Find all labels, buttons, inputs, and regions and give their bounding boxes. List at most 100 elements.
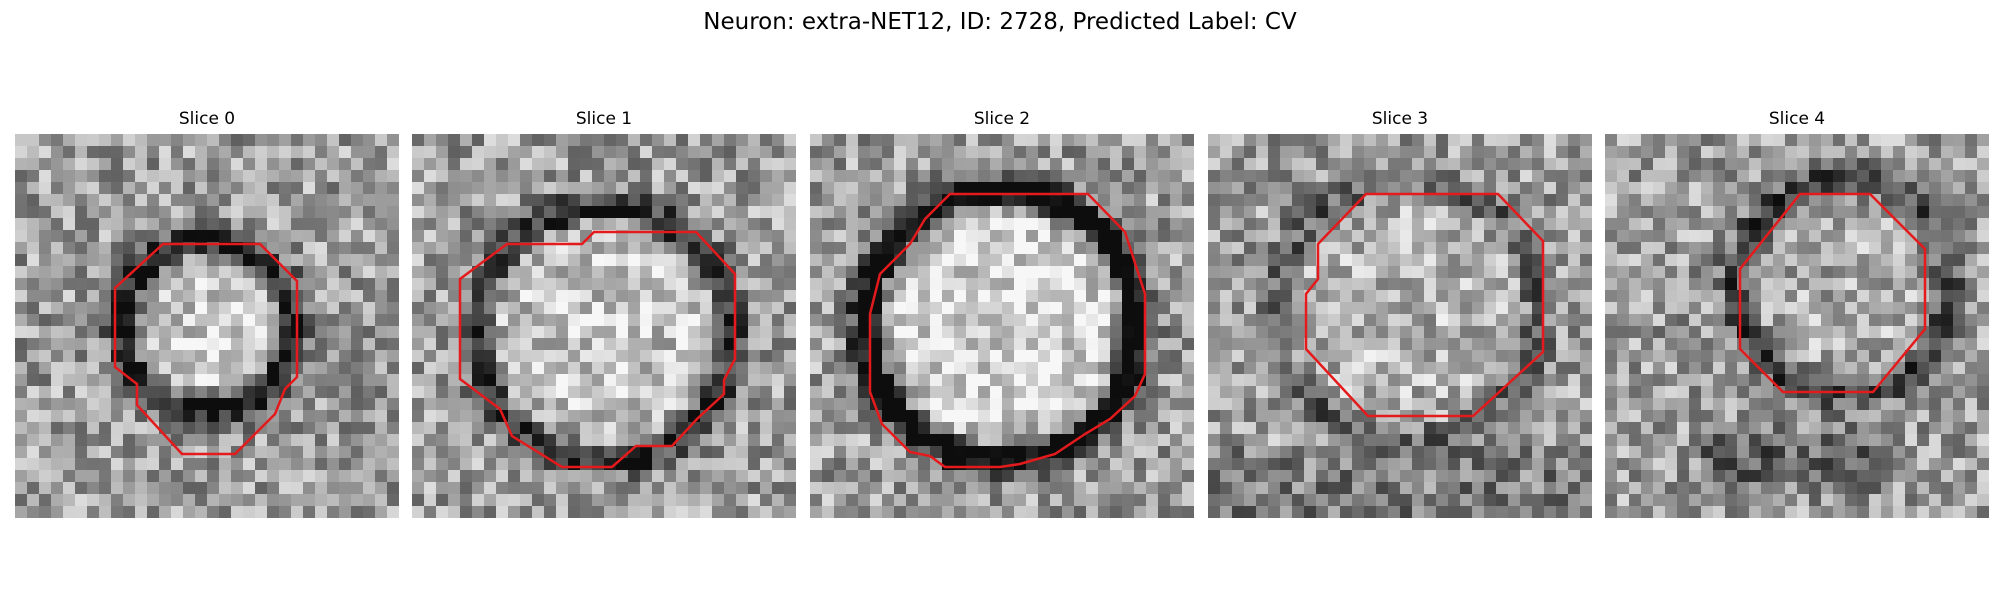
pixel (279, 482, 291, 494)
pixel (918, 254, 930, 266)
pixel (942, 278, 954, 290)
pixel (1833, 194, 1845, 206)
pixel (930, 242, 942, 254)
pixel (664, 470, 676, 482)
pixel (279, 158, 291, 170)
pixel (1158, 446, 1170, 458)
pixel (1965, 146, 1977, 158)
pixel (870, 374, 882, 386)
pixel (1965, 290, 1977, 302)
pixel (906, 170, 918, 182)
pixel (1400, 206, 1412, 218)
pixel (351, 458, 363, 470)
pixel (1086, 386, 1098, 398)
pixel (387, 338, 399, 350)
pixel (1002, 434, 1014, 446)
pixel (1002, 230, 1014, 242)
pixel (183, 158, 195, 170)
pixel (15, 434, 27, 446)
pixel (39, 458, 51, 470)
pixel (1556, 374, 1568, 386)
pixel (1857, 434, 1869, 446)
pixel (1580, 386, 1592, 398)
pixel (1268, 158, 1280, 170)
pixel (1761, 326, 1773, 338)
pixel (279, 350, 291, 362)
pixel (231, 218, 243, 230)
pixel (1268, 302, 1280, 314)
pixel (772, 158, 784, 170)
pixel (616, 338, 628, 350)
pixel (676, 242, 688, 254)
pixel (1146, 230, 1158, 242)
pixel (99, 326, 111, 338)
pixel (448, 266, 460, 278)
pixel (63, 470, 75, 482)
pixel (1424, 350, 1436, 362)
pixel (1268, 386, 1280, 398)
pixel (484, 158, 496, 170)
pixel (1244, 410, 1256, 422)
pixel (736, 230, 748, 242)
pixel (375, 410, 387, 422)
pixel (1797, 206, 1809, 218)
pixel (171, 302, 183, 314)
pixel (1304, 218, 1316, 230)
pixel (448, 350, 460, 362)
pixel (1424, 158, 1436, 170)
pixel (676, 386, 688, 398)
pixel (315, 134, 327, 146)
pixel (1580, 170, 1592, 182)
pixel (327, 386, 339, 398)
pixel (1220, 434, 1232, 446)
pixel (616, 290, 628, 302)
pixel (1629, 170, 1641, 182)
pixel (1941, 290, 1953, 302)
pixel (520, 386, 532, 398)
pixel (930, 254, 942, 266)
pixel (147, 314, 159, 326)
pixel (1929, 422, 1941, 434)
pixel (1520, 458, 1532, 470)
pixel (870, 314, 882, 326)
pixel (1845, 158, 1857, 170)
pixel (760, 230, 772, 242)
pixel (942, 410, 954, 422)
pixel (255, 170, 267, 182)
pixel (460, 314, 472, 326)
pixel (760, 158, 772, 170)
pixel (1544, 146, 1556, 158)
pixel (1280, 278, 1292, 290)
pixel (1580, 290, 1592, 302)
pixel (87, 398, 99, 410)
pixel (930, 326, 942, 338)
pixel (918, 302, 930, 314)
pixel (1244, 278, 1256, 290)
pixel (147, 506, 159, 518)
pixel (171, 350, 183, 362)
pixel (1062, 326, 1074, 338)
pixel (207, 386, 219, 398)
pixel (291, 482, 303, 494)
pixel (460, 338, 472, 350)
pixel (460, 170, 472, 182)
pixel (207, 158, 219, 170)
pixel (51, 254, 63, 266)
pixel (436, 230, 448, 242)
pixel (604, 422, 616, 434)
pixel (1653, 170, 1665, 182)
pixel (1220, 278, 1232, 290)
pixel (1665, 434, 1677, 446)
pixel (1232, 350, 1244, 362)
pixel (1026, 422, 1038, 434)
pixel (1689, 458, 1701, 470)
pixel (1376, 290, 1388, 302)
pixel (375, 458, 387, 470)
pixel (834, 314, 846, 326)
pixel (1773, 170, 1785, 182)
pixel (303, 146, 315, 158)
pixel (1905, 170, 1917, 182)
pixel (1881, 182, 1893, 194)
pixel (1749, 410, 1761, 422)
pixel (1050, 314, 1062, 326)
